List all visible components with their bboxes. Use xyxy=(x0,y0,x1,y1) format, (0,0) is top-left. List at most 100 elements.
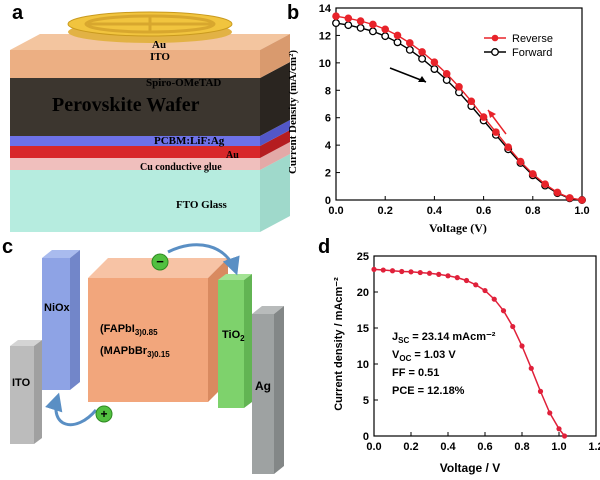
point-forward xyxy=(356,23,365,32)
point-reverse xyxy=(492,128,500,136)
point-forward xyxy=(381,32,390,41)
chart-d-ytick-label: 20 xyxy=(357,287,369,299)
jv-curve-point xyxy=(436,271,442,277)
pcbm-front xyxy=(10,136,260,146)
electron-arrow xyxy=(167,243,240,276)
jv-curve-chart: 0.0 0.2 0.4 0.6 0.8 1.0 1.2 0 5 10 15 20 25 Voltage … xyxy=(333,251,600,475)
point-reverse xyxy=(578,196,586,204)
cu-glue-front xyxy=(10,158,260,170)
label-ito: ITO xyxy=(150,51,170,63)
device-stack-diagram: Au ITO Spiro-OMeTAD Perovskite Wafer PCB… xyxy=(10,11,290,232)
spiro-front xyxy=(10,50,260,78)
au-red-side xyxy=(260,130,290,158)
chart-d-xtick-label: 0.6 xyxy=(477,441,492,453)
chart-d-layer: 0.0 0.2 0.4 0.6 0.8 1.0 1.2 0 5 10 15 20 25 xyxy=(357,251,600,453)
chart-b-xtick-label: 0.4 xyxy=(427,205,443,217)
chart-b-ytick-label: 6 xyxy=(325,113,331,125)
chart-d-xtick-label: 0.0 xyxy=(366,441,381,453)
chart-d-xtick-label: 1.2 xyxy=(588,441,600,453)
legend-marker-forward xyxy=(491,48,499,56)
chart-b-ytick-label: 4 xyxy=(325,140,332,152)
point-reverse xyxy=(565,194,574,202)
chart-b-xlabel: Voltage (V) xyxy=(429,221,487,235)
label-pcbm: PCBM:LiF:Ag xyxy=(154,135,225,147)
cube-front xyxy=(88,278,208,402)
label-cu-glue: Cu conductive glue xyxy=(140,162,222,173)
absorber-line-2: (MAPbBr3)0.15 xyxy=(100,345,170,359)
jv-curve-point xyxy=(519,343,525,349)
jv-curve-point xyxy=(417,269,423,276)
legend-label-forward: Forward xyxy=(512,47,552,59)
perovskite-side xyxy=(260,62,290,136)
au-red-front xyxy=(10,146,260,158)
chart-d-ytick-label: 25 xyxy=(357,251,369,263)
point-forward xyxy=(418,54,427,63)
jv-curve-point xyxy=(389,268,396,274)
ag-label: Ag xyxy=(255,379,271,393)
chart-b-ytick-label: 10 xyxy=(319,58,331,70)
chart-b-ytick-label: 0 xyxy=(325,195,331,207)
jv-curve-point xyxy=(528,365,534,371)
jv-curve-point xyxy=(454,275,460,281)
jv-curve-point xyxy=(408,269,414,275)
point-reverse xyxy=(369,20,377,29)
chart-b-xtick-label: 0.6 xyxy=(476,205,491,217)
chart-d-ylabel: Current density / mAcm⁻² xyxy=(333,277,345,411)
tio2-label: TiO2 xyxy=(222,329,245,343)
ag-bar-side xyxy=(274,306,284,474)
ff-text: FF = 0.51 xyxy=(392,367,439,379)
point-forward xyxy=(344,21,353,30)
jv-curve-point xyxy=(482,287,488,294)
label-au-bottom: Au xyxy=(226,150,239,161)
chart-d-xtick-label: 1.0 xyxy=(551,441,566,453)
jv-curve-point xyxy=(463,277,470,284)
chart-b-xtick-label: 0.0 xyxy=(328,205,343,217)
electron-sign: − xyxy=(156,254,164,269)
chart-d-ytick-label: 10 xyxy=(357,359,369,371)
hole-arrow xyxy=(45,392,98,427)
ito-bar-top xyxy=(10,340,42,346)
ito-bar xyxy=(10,346,34,444)
ito-label: ITO xyxy=(12,377,31,389)
hole-circle xyxy=(95,405,113,423)
panel-label-d: d xyxy=(318,236,331,258)
chart-d-ytick-label: 5 xyxy=(363,395,369,407)
point-reverse xyxy=(467,97,476,106)
jv-curve-point xyxy=(547,410,553,416)
tio2-bar-top xyxy=(218,274,252,280)
panel-label-b: b xyxy=(287,2,300,24)
nio-bar xyxy=(42,258,70,390)
chart-b-ytick-label: 14 xyxy=(319,3,332,15)
label-fto: FTO Glass xyxy=(176,199,228,211)
ag-bar-top xyxy=(252,306,284,314)
jv-curve-point xyxy=(371,266,377,272)
point-reverse xyxy=(541,180,549,189)
legend-marker-reverse xyxy=(491,34,499,42)
point-reverse xyxy=(553,188,562,197)
jv-curve-point xyxy=(426,270,433,276)
chart-b-frame xyxy=(335,7,583,201)
chart-d-xtick-label: 0.2 xyxy=(403,441,418,453)
point-reverse xyxy=(393,31,402,40)
jv-curve-point xyxy=(561,433,568,439)
fto-glass-side xyxy=(260,154,290,232)
jv-curve-point xyxy=(500,308,507,314)
tio2-bar-side xyxy=(244,274,252,408)
chart-b-xtick-label: 0.2 xyxy=(378,205,393,217)
label-au-top: Au xyxy=(152,39,166,51)
chart-d-xlabel: Voltage / V xyxy=(440,461,500,475)
ito-bar-side xyxy=(34,340,42,444)
nio-bar-top xyxy=(42,250,80,258)
chart-d-xtick-label: 0.8 xyxy=(514,441,529,453)
point-reverse xyxy=(479,113,488,121)
chart-b-xtick-label: 0.8 xyxy=(525,205,540,217)
chart-b-layer: 0.0 0.2 0.4 0.6 0.8 1.0 0 2 4 6 8 10 12 14 Reverse Forw… xyxy=(319,3,590,217)
jsc-text: JSC = 23.14 mAcm⁻² xyxy=(392,331,496,345)
point-reverse xyxy=(529,170,537,178)
nio-bar-side xyxy=(70,250,80,390)
label-perovskite: Perovskite Wafer xyxy=(52,94,200,116)
hole-sign: + xyxy=(100,407,107,421)
jv-curve-point xyxy=(556,426,562,432)
panel-label-c: c xyxy=(2,236,14,258)
absorber-line-1: (FAPbI3)0.85 xyxy=(100,323,158,337)
